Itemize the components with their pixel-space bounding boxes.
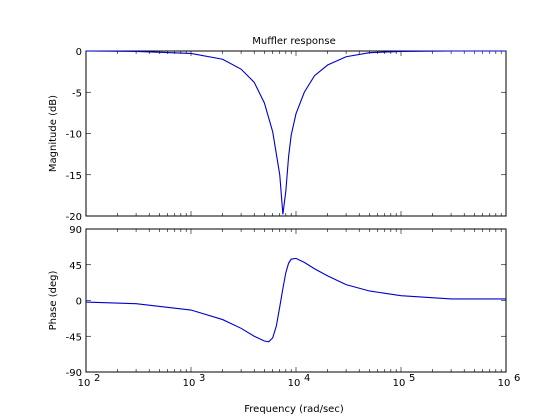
x-tick-exponent: 6	[514, 373, 520, 384]
x-tick-label: 10 4	[288, 373, 311, 389]
chart-title: Muffler response	[252, 36, 336, 47]
x-tick-exponent: 3	[199, 373, 205, 384]
x-tick-base: 10	[78, 378, 91, 389]
y-tick-label: -20	[66, 212, 82, 223]
x-tick-label: 10 5	[393, 373, 416, 389]
y-tick-label: -15	[66, 171, 82, 182]
x-tick-base: 10	[393, 378, 406, 389]
y-tick-label: -5	[72, 88, 82, 99]
x-tick-base: 10	[288, 378, 301, 389]
y-tick-label: 0	[76, 297, 82, 308]
y-tick-label: 90	[69, 225, 82, 236]
magnitude-line	[85, 50, 506, 215]
x-tick-exponent: 5	[409, 373, 415, 384]
x-tick-base: 10	[183, 378, 196, 389]
x-tick-label: 10 2	[78, 373, 101, 389]
x-tick-exponent: 2	[94, 373, 100, 384]
phase-line	[85, 257, 506, 343]
x-tick-exponent: 4	[304, 373, 310, 384]
y-axis-label: Magnitude (dB)	[48, 95, 59, 172]
x-tick-label: 10 6	[498, 373, 521, 389]
x-tick-base: 10	[498, 378, 511, 389]
y-tick-label: 0	[76, 47, 82, 58]
magnitude-panel: 0 -5 -10 -15 -20 Magnitude (dB)	[48, 47, 507, 223]
y-axis-label: Phase (deg)	[48, 271, 59, 331]
y-tick-label: 45	[69, 261, 82, 272]
x-axis-label: Frequency (rad/sec)	[244, 404, 344, 415]
x-tick-label: 10 3	[183, 373, 206, 389]
plot-frame	[85, 228, 507, 373]
plot-frame	[85, 50, 507, 217]
y-tick-label: -45	[66, 332, 82, 343]
y-tick-label: -10	[66, 130, 82, 141]
y-tick-label: -90	[66, 368, 82, 379]
